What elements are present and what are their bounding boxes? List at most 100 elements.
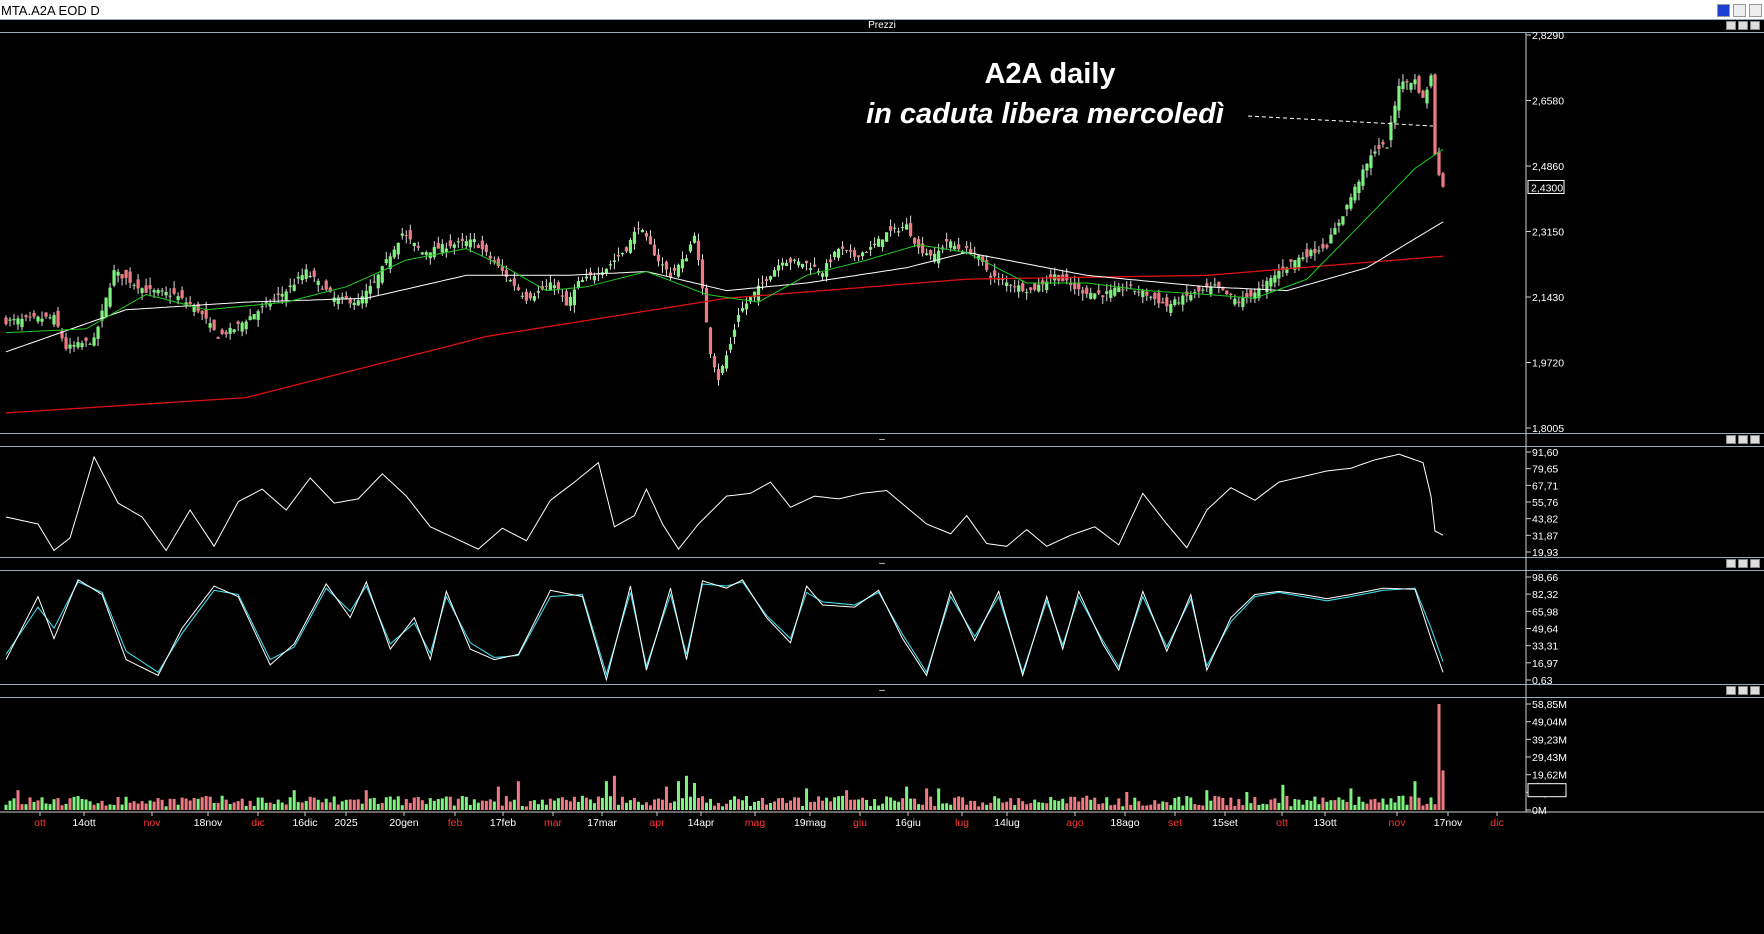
volume-bar [376, 803, 380, 810]
volume-bar [1017, 798, 1021, 810]
candle-up [88, 343, 92, 345]
volume-bar [1217, 796, 1221, 810]
candle-up [80, 343, 84, 347]
restore-button[interactable] [1717, 4, 1730, 17]
volume-panel-separator[interactable]: – [879, 685, 885, 696]
candle-down [852, 250, 857, 257]
panel-minimize-icon[interactable] [1738, 21, 1748, 30]
volume-bar [909, 798, 913, 810]
panel-close-icon[interactable] [1750, 21, 1760, 30]
volume-bar [644, 802, 648, 810]
stochastic-panel-separator[interactable]: – [879, 558, 885, 569]
candle-down [588, 271, 593, 276]
volume-bar [1265, 804, 1269, 810]
y-tick-label: 0,63 [1532, 675, 1553, 687]
volume-bar [1277, 802, 1281, 810]
panel-minimize-icon[interactable] [1738, 435, 1748, 444]
volume-bar [368, 798, 372, 810]
volume-bar [745, 796, 749, 810]
minimize-button[interactable] [1733, 4, 1746, 17]
panel-minimize-icon[interactable] [1738, 559, 1748, 568]
volume-bar [320, 802, 324, 810]
x-tick-label: 20gen [389, 817, 418, 829]
candle-up [1301, 257, 1305, 259]
candle-up [877, 238, 881, 247]
candle-up [1093, 293, 1097, 299]
x-tick-label: feb [448, 817, 463, 829]
volume-bar [881, 803, 885, 810]
volume-bar [356, 799, 360, 810]
x-tick-label: 2025 [334, 817, 358, 829]
candle-down [1289, 259, 1293, 262]
volume-bar [512, 799, 516, 810]
volume-bar [40, 797, 44, 810]
volume-bar [580, 795, 584, 810]
candle-up [1285, 267, 1289, 273]
panel-restore-icon[interactable] [1726, 686, 1736, 695]
candle-down [1405, 81, 1409, 83]
volume-bar [56, 798, 60, 810]
volume-bar [1269, 799, 1273, 810]
panel-close-icon[interactable] [1750, 686, 1760, 695]
candle-down [856, 255, 861, 258]
volume-bar [781, 797, 785, 810]
x-tick-label: nov [1389, 817, 1407, 829]
volume-bar [148, 800, 152, 810]
candle-up [400, 233, 404, 236]
candle-down [716, 369, 721, 380]
candle-up [1277, 270, 1281, 279]
candle-up [752, 291, 757, 298]
volume-bar [476, 802, 480, 810]
panel-close-icon[interactable] [1750, 435, 1760, 444]
candle-up [1253, 292, 1257, 299]
panel-restore-icon[interactable] [1726, 435, 1736, 444]
volume-bar [1249, 803, 1253, 810]
y-tick-label: 98,66 [1532, 572, 1558, 584]
rsi-panel-separator[interactable]: – [879, 434, 885, 445]
candle-down [1097, 290, 1101, 294]
volume-bar [1053, 800, 1057, 810]
volume-bar [845, 790, 849, 810]
volume-bar [1273, 798, 1277, 810]
candle-up [792, 259, 797, 261]
candle-up [440, 244, 444, 253]
candle-down [408, 230, 412, 240]
volume-bar [921, 804, 925, 810]
candle-down [492, 260, 496, 263]
volume-bar [584, 797, 588, 810]
close-button[interactable] [1749, 4, 1762, 17]
volume-bar [68, 798, 72, 810]
annotation-subtitle: in caduta libera mercoledì [866, 98, 1224, 130]
panel-minimize-icon[interactable] [1738, 686, 1748, 695]
panel-restore-icon[interactable] [1726, 21, 1736, 30]
volume-bar [464, 796, 468, 810]
candle-down [476, 245, 480, 248]
candle-up [1369, 155, 1373, 168]
candle-up [532, 296, 536, 301]
volume-bar [160, 799, 164, 810]
volume-bar [969, 800, 973, 810]
x-tick-label: nov [144, 817, 162, 829]
volume-bar [1317, 804, 1321, 810]
volume-bar [488, 799, 492, 810]
candle-down [921, 243, 925, 254]
x-tick-label: 13ott [1313, 817, 1336, 829]
volume-bar [1141, 805, 1145, 810]
volume-bar [793, 797, 797, 810]
volume-bar [220, 795, 224, 810]
candle-up [268, 302, 272, 307]
candle-down [60, 330, 64, 339]
volume-bar [516, 781, 520, 810]
candle-up [1133, 290, 1137, 292]
candle-up [184, 302, 188, 305]
candle-down [180, 290, 184, 298]
volume-bar [492, 801, 496, 810]
volume-bar [388, 796, 392, 810]
volume-bar [1369, 799, 1373, 810]
panel-close-icon[interactable] [1750, 559, 1760, 568]
volume-bar [536, 804, 540, 810]
volume-bar [304, 800, 308, 810]
volume-bar [660, 799, 664, 810]
panel-restore-icon[interactable] [1726, 559, 1736, 568]
